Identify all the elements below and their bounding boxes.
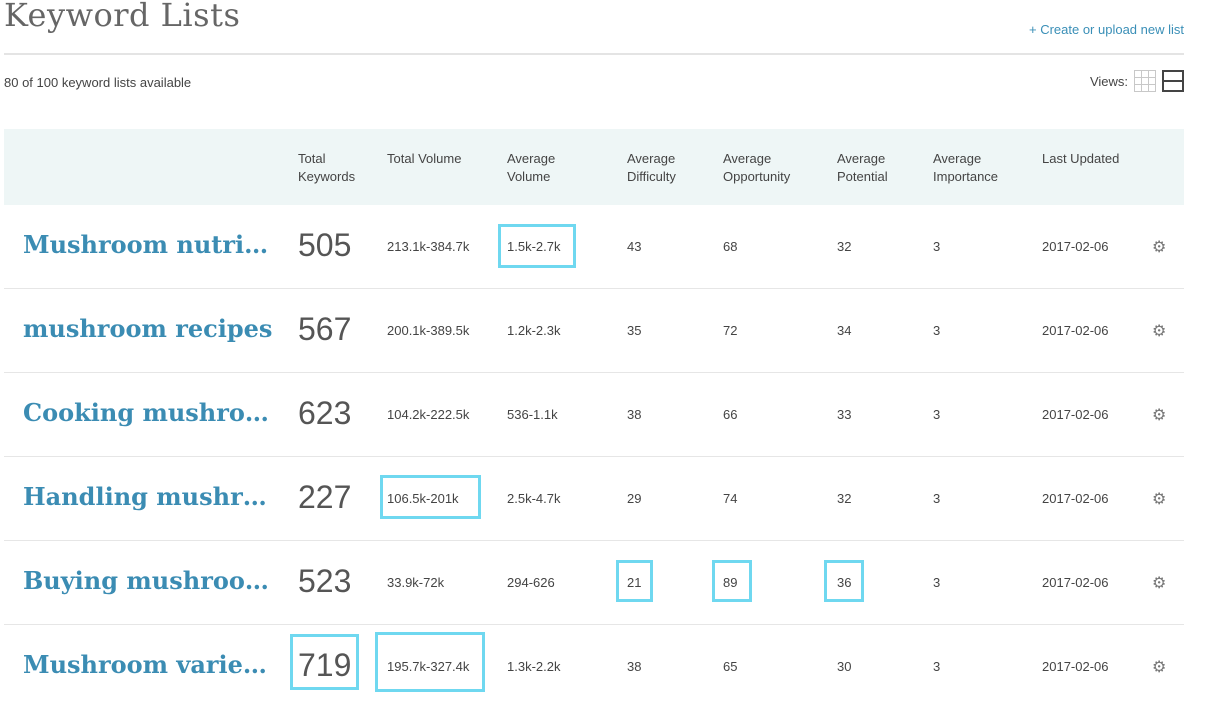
average-volume: 1.3k-2.2k: [507, 659, 561, 674]
grid-view-icon[interactable]: [1134, 70, 1156, 92]
average-importance: 3: [933, 239, 941, 254]
average-opportunity: 65: [723, 659, 738, 674]
lists-available-count: 80 of 100 keyword lists available: [4, 75, 192, 90]
average-potential: 32: [837, 491, 852, 506]
average-potential: 30: [837, 659, 852, 674]
list-name[interactable]: Cooking mushrooms: [23, 398, 275, 427]
average-volume: 1.2k-2.3k: [507, 323, 561, 338]
list-view-icon[interactable]: [1162, 70, 1184, 92]
table-row[interactable]: Mushroom nutrition 505 213.1k-384.7k 1.5k-2…: [4, 205, 1184, 289]
average-importance: 3: [933, 575, 941, 590]
col-average-importance[interactable]: Average Importance: [933, 151, 999, 184]
average-difficulty: 35: [627, 323, 642, 338]
total-volume: 104.2k-222.5k: [387, 407, 470, 422]
gear-icon[interactable]: ⚙: [1152, 575, 1167, 592]
average-difficulty: 43: [627, 239, 642, 254]
list-name[interactable]: Handling mushrooms: [23, 482, 275, 511]
total-volume: 200.1k-389.5k: [387, 323, 470, 338]
average-opportunity: 66: [723, 407, 738, 422]
total-keywords: 227: [298, 479, 352, 515]
table-header: Total Keywords Total Volume Average Volu…: [4, 129, 1184, 205]
gear-icon[interactable]: ⚙: [1152, 239, 1167, 256]
col-total-volume[interactable]: Total Volume: [387, 151, 462, 166]
table-row[interactable]: Buying mushrooms 523 33.9k-72k 294-626 21 89 3…: [4, 541, 1184, 625]
views-switcher: Views:: [1090, 70, 1184, 92]
col-average-difficulty[interactable]: Average Difficulty: [627, 151, 676, 184]
list-name[interactable]: Buying mushrooms: [23, 566, 275, 595]
list-name[interactable]: Mushroom varieties: [23, 650, 275, 679]
col-average-volume[interactable]: Average Volume: [507, 151, 556, 184]
total-keywords: 505: [298, 227, 352, 263]
total-volume: 213.1k-384.7k: [387, 239, 470, 254]
average-potential: 33: [837, 407, 852, 422]
table-row[interactable]: mushroom recipes 567 200.1k-389.5k 1.2k-2.3…: [4, 289, 1184, 373]
list-name[interactable]: mushroom recipes: [23, 314, 273, 343]
average-volume: 2.5k-4.7k: [507, 491, 561, 506]
keyword-lists-table: Total Keywords Total Volume Average Volu…: [4, 129, 1184, 705]
total-keywords: 523: [298, 563, 352, 599]
average-difficulty: 21: [627, 575, 642, 590]
page-title: Keyword Lists: [4, 0, 241, 34]
average-volume: 294-626: [507, 575, 555, 590]
average-difficulty: 38: [627, 659, 642, 674]
last-updated: 2017-02-06: [1042, 491, 1109, 506]
average-importance: 3: [933, 491, 941, 506]
table-row[interactable]: Mushroom varieties 719 195.7k-327.4k 1.3k-2…: [4, 625, 1184, 705]
table-row[interactable]: Cooking mushrooms 623 104.2k-222.5k 536-1.1…: [4, 373, 1184, 457]
last-updated: 2017-02-06: [1042, 659, 1109, 674]
last-updated: 2017-02-06: [1042, 239, 1109, 254]
average-potential: 32: [837, 239, 852, 254]
gear-icon[interactable]: ⚙: [1152, 323, 1167, 340]
average-volume: 536-1.1k: [507, 407, 558, 422]
average-opportunity: 68: [723, 239, 738, 254]
average-importance: 3: [933, 407, 941, 422]
average-opportunity: 89: [723, 575, 738, 590]
last-updated: 2017-02-06: [1042, 575, 1109, 590]
average-importance: 3: [933, 323, 941, 338]
create-list-link[interactable]: + Create or upload new list: [1028, 22, 1184, 37]
last-updated: 2017-02-06: [1042, 407, 1109, 422]
average-opportunity: 74: [723, 491, 738, 506]
col-total-keywords[interactable]: Total Keywords: [298, 151, 356, 184]
gear-icon[interactable]: ⚙: [1152, 491, 1167, 508]
average-difficulty: 29: [627, 491, 642, 506]
average-potential: 34: [837, 323, 852, 338]
last-updated: 2017-02-06: [1042, 323, 1109, 338]
col-average-opportunity[interactable]: Average Opportunity: [723, 151, 791, 184]
average-importance: 3: [933, 659, 941, 674]
total-keywords: 623: [298, 395, 352, 431]
average-difficulty: 38: [627, 407, 642, 422]
total-keywords: 567: [298, 311, 352, 347]
list-name[interactable]: Mushroom nutrition: [23, 230, 275, 259]
average-opportunity: 72: [723, 323, 738, 338]
total-keywords: 719: [298, 647, 352, 683]
total-volume: 33.9k-72k: [387, 575, 445, 590]
total-volume: 195.7k-327.4k: [387, 659, 470, 674]
gear-icon[interactable]: ⚙: [1152, 659, 1167, 676]
total-volume: 106.5k-201k: [387, 491, 459, 506]
title-divider: [4, 53, 1184, 55]
average-volume: 1.5k-2.7k: [507, 239, 561, 254]
gear-icon[interactable]: ⚙: [1152, 407, 1167, 424]
col-last-updated[interactable]: Last Updated: [1042, 151, 1120, 166]
average-potential: 36: [837, 575, 852, 590]
views-label: Views:: [1089, 73, 1128, 89]
col-average-potential[interactable]: Average Potential: [837, 151, 888, 184]
table-row[interactable]: Handling mushrooms 227 106.5k-201k 2.5k-4.7…: [4, 457, 1184, 541]
